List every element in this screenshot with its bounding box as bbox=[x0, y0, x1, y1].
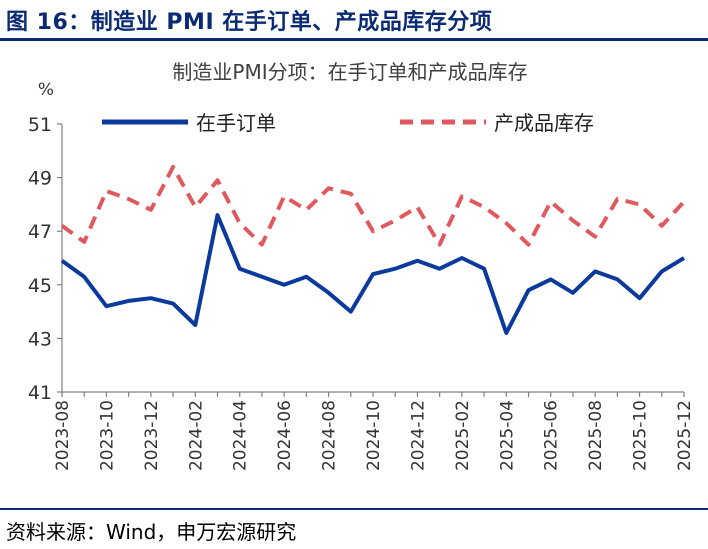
pmi-line-chart: 制造业PMI分项：在手订单和产成品库存 % 在手订单 产成品库存 41 43 45 47… bbox=[28, 60, 695, 471]
x-tick-label: 2025-12 bbox=[675, 400, 695, 471]
chart-axes: 41 43 45 47 49 51 2023-08 2023-10 2023-12 2024-02… bbox=[28, 114, 695, 471]
y-tick-label: 45 bbox=[28, 275, 52, 297]
source-note: 资料来源：Wind，申万宏源研究 bbox=[6, 520, 297, 544]
x-tick-label: 2025-08 bbox=[586, 400, 606, 471]
figure-header: 图 16：制造业 PMI 在手订单、产成品库存分项 bbox=[0, 0, 708, 41]
x-tick-label: 2023-08 bbox=[53, 400, 73, 471]
x-tick-label: 2025-02 bbox=[453, 400, 473, 471]
title-underline bbox=[0, 38, 708, 41]
y-tick-label: 43 bbox=[28, 328, 52, 350]
legend-label-orders: 在手订单 bbox=[196, 111, 276, 135]
chart-legend: 在手订单 产成品库存 bbox=[102, 111, 594, 135]
x-tick-label: 2025-10 bbox=[631, 400, 651, 471]
chart-title: 制造业PMI分项：在手订单和产成品库存 bbox=[172, 60, 527, 84]
y-tick-label: 41 bbox=[28, 382, 52, 404]
series-line-inventory bbox=[60, 164, 686, 247]
x-tick-label: 2024-08 bbox=[320, 400, 340, 471]
x-tick-label: 2025-04 bbox=[497, 400, 517, 471]
figure-title: 图 16：制造业 PMI 在手订单、产成品库存分项 bbox=[6, 10, 493, 35]
footer-rule bbox=[0, 508, 708, 510]
y-tick-label: 51 bbox=[28, 114, 52, 136]
y-tick-label: 47 bbox=[28, 221, 52, 243]
y-tick-label: 49 bbox=[28, 168, 52, 190]
chart-series-lines bbox=[60, 164, 686, 335]
x-tick-label: 2023-12 bbox=[142, 400, 162, 471]
figure-footer: 资料来源：Wind，申万宏源研究 bbox=[0, 508, 708, 549]
y-axis-unit-label: % bbox=[38, 80, 54, 100]
x-tick-label: 2024-04 bbox=[231, 400, 251, 471]
legend-label-inventory: 产成品库存 bbox=[494, 111, 594, 135]
x-tick-label: 2023-10 bbox=[97, 400, 117, 471]
x-tick-label: 2024-06 bbox=[275, 400, 295, 471]
x-tick-label: 2024-10 bbox=[364, 400, 384, 471]
series-line-orders bbox=[60, 213, 686, 335]
x-tick-label: 2024-12 bbox=[408, 400, 428, 471]
x-tick-label: 2025-06 bbox=[542, 400, 562, 471]
x-tick-label: 2024-02 bbox=[186, 400, 206, 471]
